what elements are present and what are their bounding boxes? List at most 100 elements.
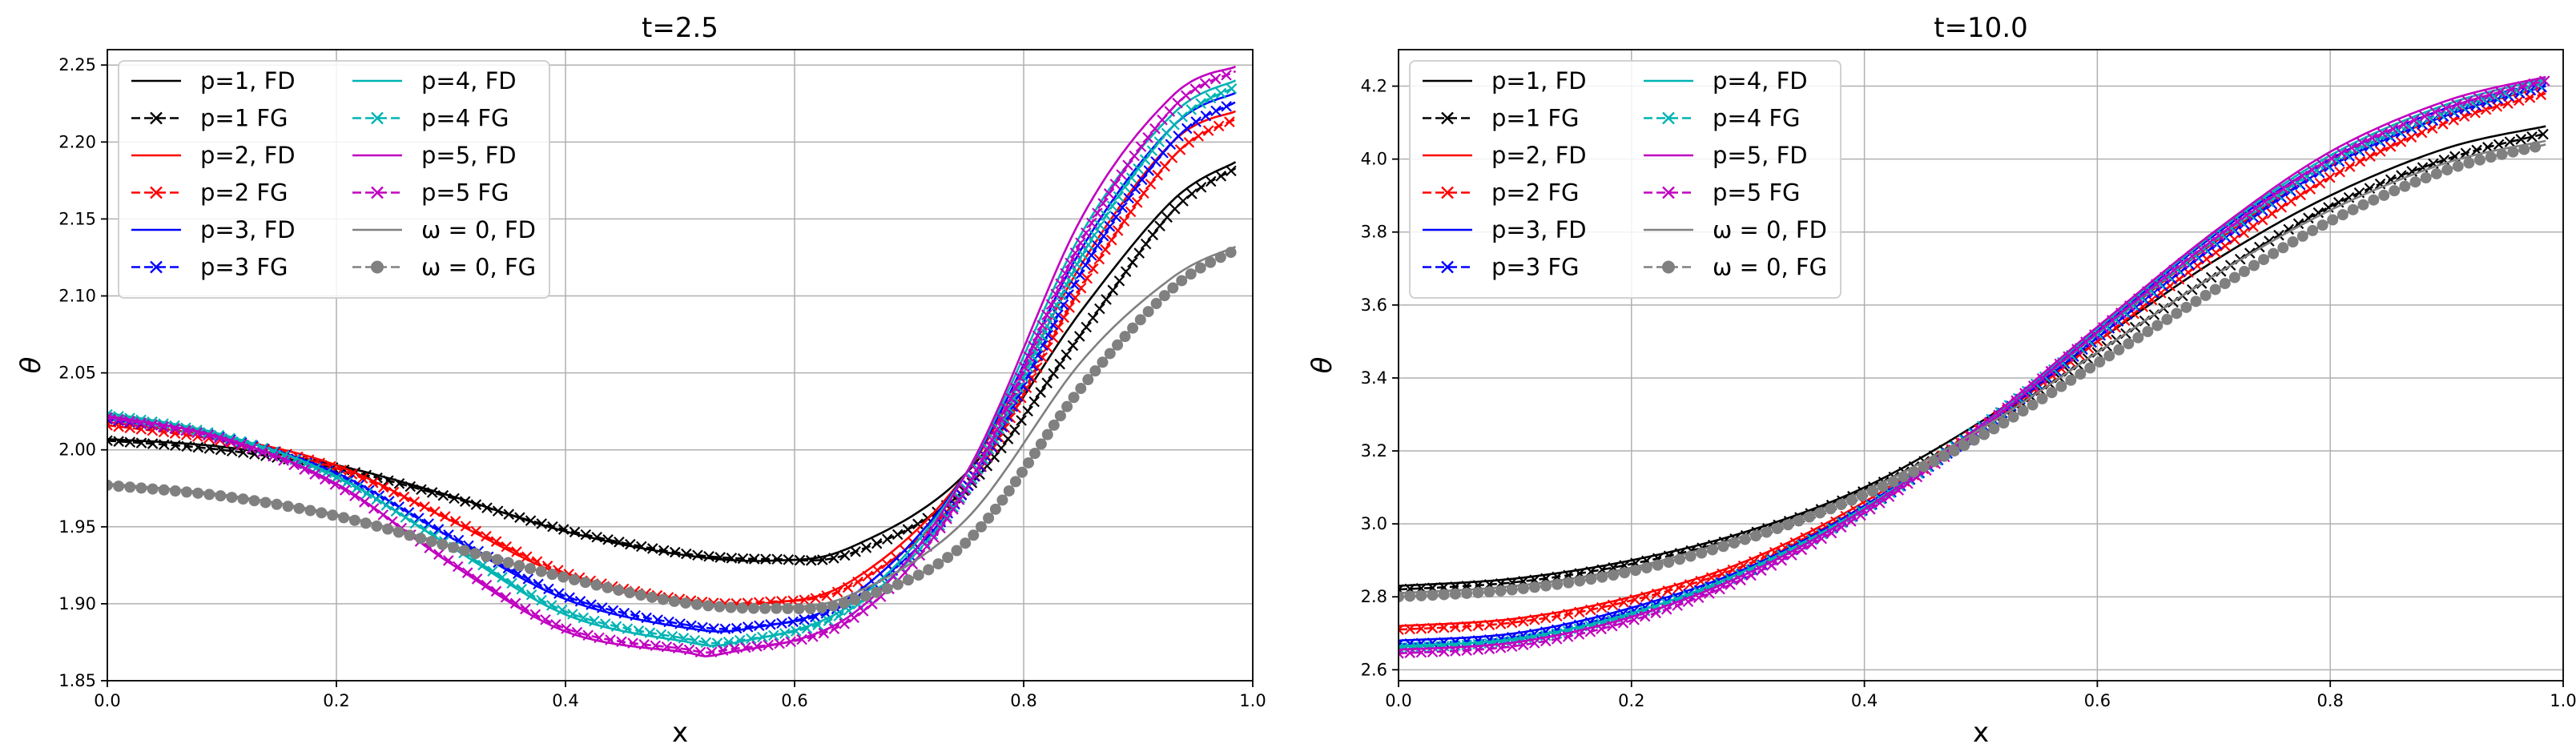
legend-label: p=1 FG — [200, 105, 288, 132]
data-point-marker — [1081, 227, 1092, 239]
data-point-marker — [666, 630, 678, 642]
legend-label: p=3, FD — [1491, 216, 1587, 243]
data-point-marker — [638, 638, 650, 650]
legend-label: ω = 0, FG — [421, 254, 536, 281]
data-point-marker — [646, 591, 658, 603]
data-point-marker — [1506, 641, 1518, 652]
data-point-marker — [569, 526, 581, 538]
data-point-marker — [2296, 230, 2308, 242]
data-point-marker — [1149, 123, 1161, 135]
data-point-marker — [2375, 146, 2386, 157]
data-point-marker — [442, 555, 454, 566]
data-point-marker — [359, 497, 370, 508]
data-point-marker — [2228, 271, 2240, 284]
data-point-marker — [380, 500, 392, 511]
data-point-marker — [1663, 557, 1675, 569]
data-point-marker — [1081, 272, 1093, 284]
data-point-marker — [779, 628, 791, 639]
data-point-marker — [502, 557, 514, 569]
data-point-marker — [823, 615, 835, 626]
series-line-p-5-fd — [107, 65, 1237, 657]
data-point-marker — [2303, 212, 2314, 224]
data-point-marker — [388, 486, 400, 498]
data-point-marker — [425, 536, 437, 548]
data-point-marker — [382, 523, 394, 535]
data-point-marker — [1104, 221, 1116, 232]
data-point-marker — [1618, 597, 1630, 608]
data-point-marker — [989, 503, 1001, 515]
data-point-marker — [1674, 553, 1686, 565]
legend-label: p=2 FG — [1491, 179, 1580, 207]
legend-label: p=3 FG — [200, 254, 288, 281]
data-point-marker — [2209, 284, 2221, 296]
data-point-marker — [1016, 466, 1028, 478]
data-point-marker — [1725, 579, 1736, 590]
data-point-marker — [1022, 405, 1033, 417]
data-point-marker — [1584, 625, 1596, 637]
data-point-marker — [2296, 171, 2308, 182]
legend-marker — [371, 260, 384, 274]
data-point-marker — [757, 631, 768, 643]
legend-label: p=4 FG — [421, 105, 509, 132]
data-point-marker — [2409, 115, 2420, 126]
data-point-marker — [437, 489, 449, 501]
x-tick-label: 0.8 — [2316, 691, 2343, 710]
data-point-marker — [1771, 522, 1783, 534]
data-point-marker — [1845, 516, 1857, 527]
data-point-marker — [2036, 392, 2048, 404]
data-point-marker — [1109, 179, 1121, 190]
data-point-marker — [1189, 83, 1201, 94]
data-point-marker — [2250, 203, 2261, 215]
data-point-marker — [440, 511, 451, 522]
data-point-marker — [1085, 250, 1097, 261]
data-point-marker — [1796, 544, 1808, 556]
data-point-marker — [1135, 141, 1147, 152]
legend-marker — [1662, 111, 1675, 125]
data-point-marker — [668, 595, 680, 607]
data-point-marker — [2304, 183, 2316, 195]
data-point-marker — [1023, 456, 1035, 468]
data-point-marker — [2287, 236, 2299, 248]
data-point-marker — [1169, 119, 1180, 131]
data-point-marker — [828, 623, 840, 634]
data-point-marker — [1540, 580, 1552, 592]
data-point-marker — [1157, 147, 1169, 159]
data-point-marker — [419, 501, 430, 513]
data-point-marker — [691, 598, 703, 610]
data-point-marker — [398, 491, 410, 503]
y-tick-label: 3.6 — [1361, 296, 1387, 315]
data-point-marker — [1978, 428, 1990, 440]
data-point-marker — [1908, 466, 1920, 478]
data-point-marker — [902, 574, 914, 586]
data-point-marker — [1035, 387, 1046, 398]
data-point-marker — [1495, 585, 1507, 597]
data-point-marker — [1415, 646, 1427, 658]
data-point-marker — [1104, 348, 1116, 360]
data-point-marker — [2451, 99, 2462, 111]
data-point-marker — [490, 536, 502, 547]
data-point-marker — [1152, 169, 1163, 181]
data-point-marker — [703, 550, 714, 562]
data-point-marker — [1167, 282, 1179, 294]
x-tick-label: 0.6 — [781, 691, 807, 710]
data-point-marker — [1177, 111, 1189, 123]
data-point-marker — [1761, 526, 1773, 538]
data-point-marker — [1928, 456, 1940, 468]
data-point-marker — [2282, 183, 2293, 195]
data-point-marker — [288, 459, 300, 471]
data-point-marker — [1438, 589, 1450, 601]
data-point-marker — [360, 517, 372, 529]
data-point-marker — [409, 496, 421, 508]
data-point-marker — [2151, 320, 2163, 332]
data-point-marker — [426, 487, 438, 498]
data-point-marker — [951, 545, 963, 557]
data-point-marker — [1036, 320, 1048, 331]
data-point-marker — [1948, 445, 1960, 457]
data-point-marker — [644, 627, 656, 638]
data-point-marker — [708, 623, 720, 634]
data-point-marker — [1404, 647, 1415, 658]
data-point-marker — [564, 592, 575, 603]
y-tick-label: 2.10 — [58, 287, 96, 306]
data-point-marker — [1684, 579, 1696, 590]
data-point-marker — [1617, 617, 1629, 629]
